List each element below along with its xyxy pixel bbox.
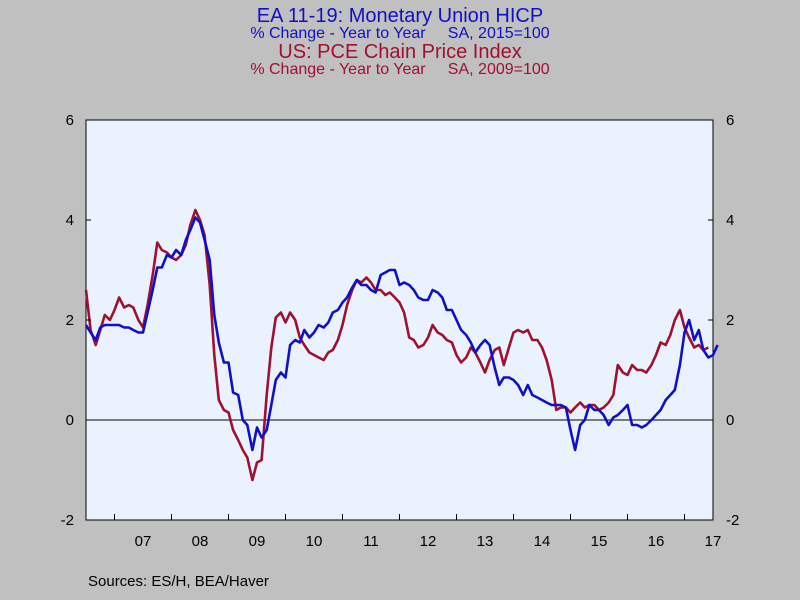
x-tick-label: 17 [705,533,722,550]
chart-titles: EA 11-19: Monetary Union HICP % Change -… [0,6,800,78]
series-line-0 [84,208,709,482]
x-tick-label: 16 [648,533,665,550]
x-tick-label: 07 [135,533,152,550]
y-tick-label-left: 2 [66,312,74,329]
x-tick-label: 13 [477,533,494,550]
subtitle-us: % Change - Year to Year SA, 2009=100 [250,61,550,78]
series-line-1 [84,216,719,452]
x-tick-label: 15 [591,533,608,550]
y-tick-label-left: 6 [66,112,74,129]
y-tick-label-right: 2 [726,312,734,329]
x-tick-label: 08 [192,533,209,550]
x-tick-label: 14 [534,533,551,550]
x-tick-label: 11 [363,533,379,550]
y-tick-label-left: -2 [61,512,74,529]
y-tick-label-right: -2 [726,512,739,529]
x-tick-label: 10 [306,533,323,550]
title-ea: EA 11-19: Monetary Union HICP [256,5,544,27]
y-tick-label-right: 0 [726,412,734,429]
y-tick-label-right: 4 [726,212,734,229]
title-us: US: PCE Chain Price Index [278,41,522,63]
y-tick-label-left: 0 [66,412,74,429]
y-tick-label-left: 4 [66,212,74,229]
y-tick-label-right: 6 [726,112,734,129]
x-tick-label: 09 [249,533,266,550]
x-tick-label: 12 [420,533,437,550]
plot-area [85,119,714,521]
sources-note: Sources: ES/H, BEA/Haver [88,573,269,590]
subtitle-ea: % Change - Year to Year SA, 2015=100 [250,25,550,42]
